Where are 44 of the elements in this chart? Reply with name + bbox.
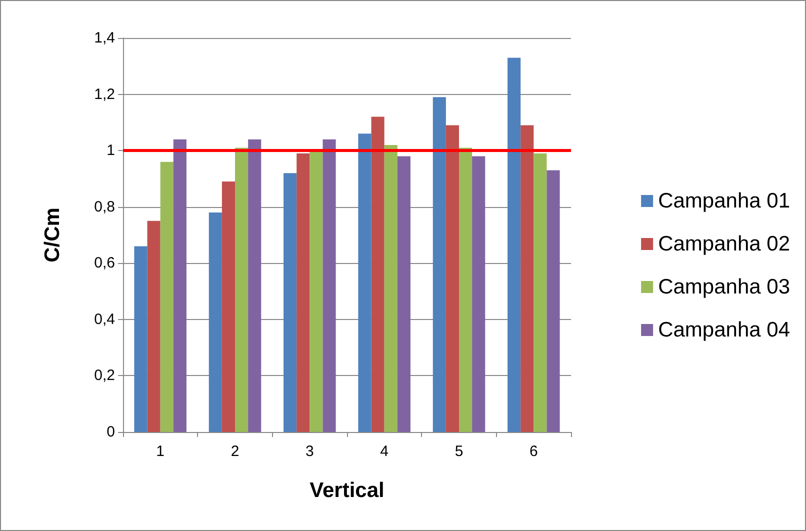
bar [508,58,521,432]
bar [446,125,459,432]
legend-label: Campanha 04 [658,318,790,342]
legend-label: Campanha 02 [658,232,790,256]
y-tick-label: 0 [106,424,115,440]
bar [222,182,235,432]
bar [384,144,398,432]
bar [534,153,547,432]
bar [248,139,262,432]
bar [432,97,446,432]
bar [134,246,148,432]
y-tick-label: 0,2 [94,367,115,384]
y-tick-label: 1,2 [94,86,115,103]
y-tick-label: 0,6 [94,254,115,272]
bar [147,220,160,432]
bar [371,116,384,432]
bar [160,162,174,432]
legend-label: Campanha 01 [658,190,790,212]
bar [358,134,372,432]
bar [284,173,297,432]
bar [546,170,560,432]
bar [397,156,410,432]
x-tick-label: 1 [156,443,165,460]
bar [472,156,486,432]
x-tick-label: 2 [230,443,240,460]
y-axis-title: C/Cm [41,208,64,262]
legend-label: Campanha 03 [658,276,790,298]
y-tick-label: 1,4 [94,30,115,46]
bar [310,150,323,432]
y-tick-label: 0,4 [94,310,115,328]
bar [235,148,248,432]
x-axis-title: Vertical [310,479,384,502]
x-tick-label: 4 [380,443,389,460]
x-tick-label: 5 [454,443,464,460]
y-tick-label: 1 [106,142,115,160]
bar [322,139,336,432]
x-tick-label: 6 [529,443,538,460]
bar [173,139,186,432]
bar [520,125,534,432]
x-tick-label: 3 [305,443,314,460]
bar [296,153,310,432]
bar [208,212,222,432]
bar [459,148,472,432]
y-tick-label: 0,8 [94,198,115,216]
